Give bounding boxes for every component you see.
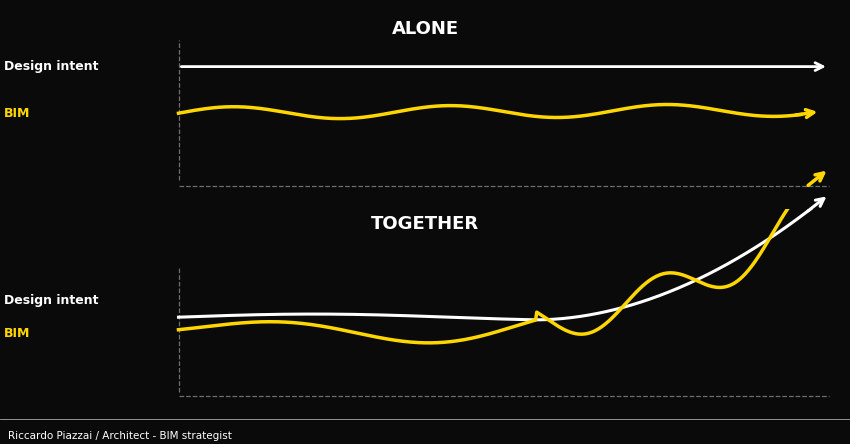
- Text: BIM: BIM: [4, 107, 31, 120]
- Text: Design intent: Design intent: [4, 60, 99, 73]
- Text: BIM: BIM: [4, 327, 31, 341]
- Text: Design intent: Design intent: [4, 294, 99, 307]
- Text: Riccardo Piazzai / Architect - BIM strategist: Riccardo Piazzai / Architect - BIM strat…: [8, 431, 232, 441]
- Text: ALONE: ALONE: [392, 20, 458, 38]
- Text: TOGETHER: TOGETHER: [371, 215, 479, 233]
